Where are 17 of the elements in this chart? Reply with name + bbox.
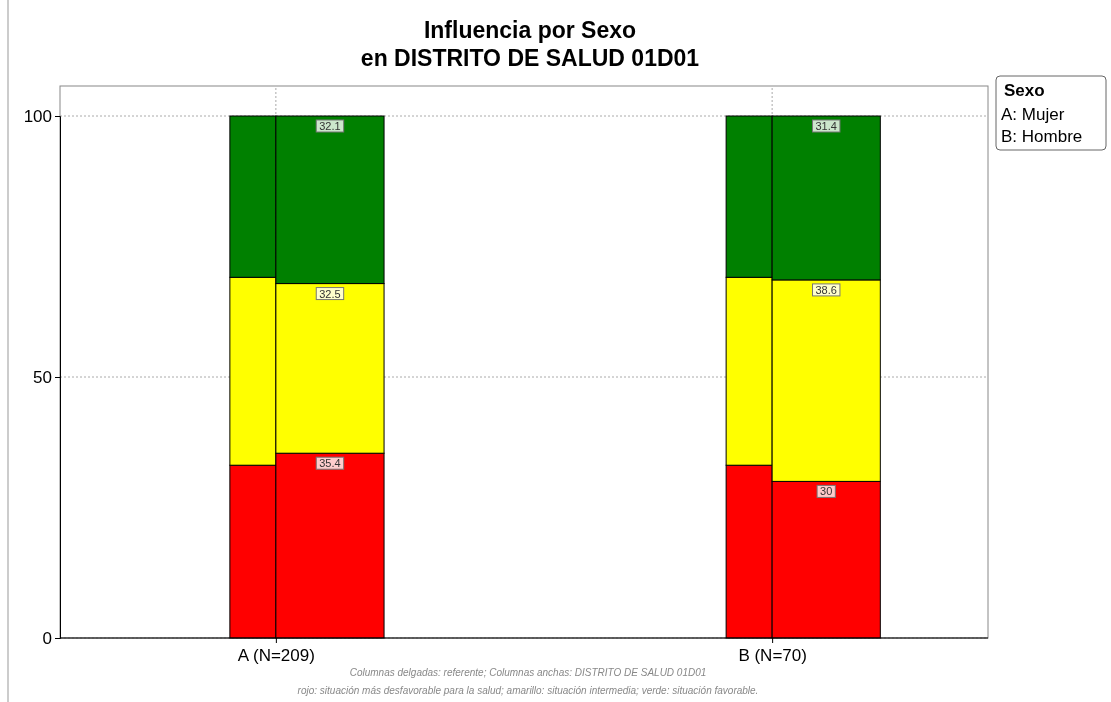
text: A: Mujer [1001, 105, 1065, 124]
data-label: 32.1 [319, 120, 341, 132]
x-tick-label: A (N=209) [237, 646, 315, 666]
chart-title: Influencia por Sexo en DISTRITO DE SALUD 01D01 [360, 17, 700, 71]
text: Columnas delgadas: referente; Columnas anchas: DISTRITO DE SALUD 01D01 [349, 667, 707, 678]
data-label: 30 [820, 485, 833, 498]
data-label: 31.4 [815, 120, 837, 132]
y-tick-label: 50 [33, 367, 52, 387]
text: B: Hombre [1001, 127, 1083, 146]
data-label: 38.6 [815, 283, 837, 296]
data-label: 35.4 [319, 457, 341, 470]
x-tick-label: B (N=70) [738, 646, 807, 666]
text: rojo: situación más desfavorable para la salud; amarillo: situación intermedia; verde: situación favorable. [297, 685, 759, 696]
data-label: 32.5 [319, 287, 341, 300]
y-tick-label: 100 [23, 106, 52, 126]
legend-title: Sexo [1004, 81, 1045, 100]
y-tick-label: 0 [42, 628, 52, 648]
